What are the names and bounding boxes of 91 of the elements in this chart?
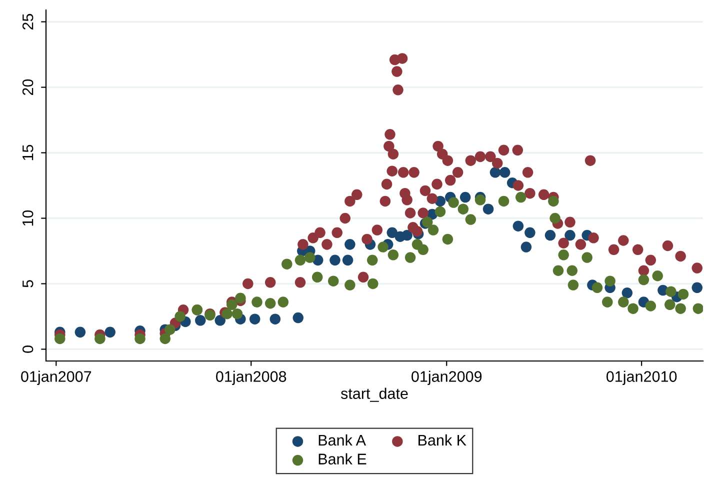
point bbox=[428, 224, 439, 236]
point bbox=[388, 250, 399, 260]
x-tick-label: 01jan2008 bbox=[216, 370, 286, 385]
point bbox=[282, 258, 292, 270]
point bbox=[564, 230, 576, 241]
point bbox=[566, 265, 578, 276]
point bbox=[544, 230, 556, 241]
point bbox=[252, 296, 262, 308]
point bbox=[104, 326, 116, 338]
point bbox=[552, 265, 564, 276]
y-tick-label: 15 bbox=[22, 144, 34, 160]
point bbox=[548, 196, 559, 207]
point bbox=[278, 296, 289, 308]
point bbox=[499, 167, 510, 178]
point bbox=[558, 250, 569, 260]
point bbox=[515, 192, 526, 203]
point bbox=[404, 252, 416, 263]
point bbox=[628, 303, 638, 314]
point bbox=[474, 194, 486, 206]
point bbox=[582, 252, 592, 263]
point bbox=[344, 239, 356, 250]
point bbox=[194, 315, 206, 326]
point bbox=[134, 333, 146, 344]
point bbox=[675, 303, 686, 314]
point bbox=[368, 278, 378, 290]
legend-label: Bank K bbox=[418, 434, 466, 446]
point bbox=[604, 276, 616, 286]
point bbox=[402, 230, 412, 241]
point bbox=[692, 282, 703, 294]
point bbox=[232, 308, 243, 320]
point bbox=[664, 299, 676, 310]
point bbox=[264, 298, 276, 309]
point bbox=[174, 311, 186, 322]
point bbox=[458, 204, 469, 214]
point bbox=[304, 252, 316, 263]
x-tick-label: 01jan2007 bbox=[21, 370, 92, 385]
y-tick-label: 0 bbox=[22, 346, 34, 353]
point bbox=[482, 204, 494, 214]
point bbox=[622, 288, 633, 298]
point bbox=[490, 167, 501, 178]
point bbox=[460, 192, 471, 203]
point bbox=[270, 314, 281, 324]
point bbox=[160, 333, 170, 344]
point bbox=[292, 312, 304, 324]
x-axis-title: start_date bbox=[340, 388, 408, 402]
point bbox=[312, 272, 323, 283]
point bbox=[422, 216, 433, 228]
point bbox=[666, 286, 676, 297]
x-tick-label: 01jan2010 bbox=[606, 370, 677, 385]
point bbox=[465, 214, 476, 225]
y-tick-label: 25 bbox=[22, 14, 34, 30]
point bbox=[74, 326, 86, 338]
point bbox=[568, 280, 579, 290]
point bbox=[498, 196, 510, 207]
point bbox=[214, 315, 226, 326]
point bbox=[442, 234, 454, 245]
point bbox=[94, 333, 106, 344]
point bbox=[226, 299, 238, 310]
point bbox=[294, 254, 306, 266]
point bbox=[645, 300, 656, 312]
y-tick-label: 20 bbox=[22, 79, 34, 95]
point bbox=[418, 244, 428, 256]
point bbox=[378, 242, 388, 252]
x-tick-label: 01jan2009 bbox=[412, 370, 482, 385]
point bbox=[330, 254, 340, 266]
point bbox=[692, 303, 703, 314]
point bbox=[512, 220, 524, 232]
legend-label: Bank A bbox=[318, 434, 366, 446]
point bbox=[366, 254, 378, 266]
point bbox=[448, 197, 459, 208]
point bbox=[652, 270, 663, 282]
point bbox=[342, 254, 354, 266]
legend-label: Bank E bbox=[318, 453, 366, 464]
y-tick-label: 10 bbox=[22, 210, 34, 226]
point bbox=[550, 212, 560, 224]
y-tick-label: 5 bbox=[22, 280, 34, 288]
point bbox=[678, 288, 689, 300]
point bbox=[344, 280, 356, 290]
point bbox=[602, 296, 613, 308]
point bbox=[386, 227, 398, 238]
point bbox=[592, 282, 603, 294]
point bbox=[54, 333, 66, 344]
point bbox=[235, 292, 246, 304]
point bbox=[520, 242, 532, 252]
point bbox=[434, 206, 446, 218]
point bbox=[524, 227, 536, 238]
point bbox=[328, 276, 339, 286]
point bbox=[638, 274, 650, 286]
point bbox=[164, 324, 176, 335]
point bbox=[618, 296, 629, 308]
point bbox=[249, 314, 260, 324]
